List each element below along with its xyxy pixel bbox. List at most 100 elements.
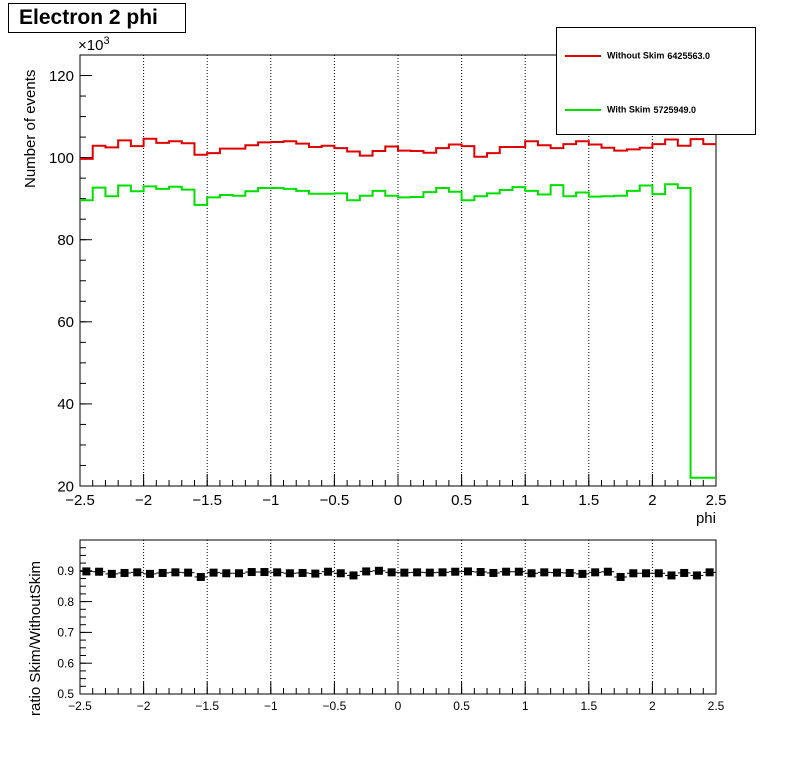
upper-y-tick-label: 100 xyxy=(49,150,74,167)
upper-x-tick-labels: −2.5 −2 −1.5 −1 −0.5 0 0.5 1 1.5 2 2.5 xyxy=(65,492,726,509)
upper-x-tick-label: 2 xyxy=(648,492,656,509)
ratio-point xyxy=(680,568,689,577)
ratio-point xyxy=(298,568,307,577)
upper-x-tick-label: −0.5 xyxy=(320,492,350,509)
ratio-point xyxy=(145,569,154,578)
legend-count-with-skim: 5725949.0 xyxy=(653,104,696,115)
ratio-grid xyxy=(143,540,653,694)
ratio-point xyxy=(527,569,536,578)
ratio-point xyxy=(463,567,472,576)
y-multiplier: ×103 xyxy=(78,35,110,54)
legend-entry-with-skim: With Skim 5725949.0 xyxy=(565,102,696,116)
ratio-point xyxy=(629,569,638,578)
ratio-point xyxy=(692,571,701,580)
upper-x-axis-label: phi xyxy=(696,510,716,527)
ratio-y-tick-label: 0.6 xyxy=(57,656,74,670)
ratio-y-tick-labels: 0.5 0.6 0.7 0.8 0.9 xyxy=(57,564,74,701)
legend-swatch-without-skim xyxy=(565,54,601,57)
upper-x-tick-label: −1 xyxy=(262,492,279,509)
upper-x-tick-label: −2 xyxy=(135,492,152,509)
upper-x-tick-label: −2.5 xyxy=(65,492,95,509)
ratio-point xyxy=(705,568,714,577)
ratio-point xyxy=(95,567,104,576)
ratio-point xyxy=(260,568,269,577)
ratio-point xyxy=(107,569,116,578)
ratio-point xyxy=(196,572,205,581)
upper-y-tick-label: 60 xyxy=(57,314,74,331)
ratio-x-tick-label: −2 xyxy=(137,699,151,713)
ratio-point xyxy=(120,568,129,577)
ratio-point xyxy=(273,568,282,577)
ratio-x-tick-label: 1.5 xyxy=(580,699,597,713)
ratio-series xyxy=(80,566,716,581)
ratio-point xyxy=(489,568,498,577)
ratio-point xyxy=(171,568,180,577)
ratio-point xyxy=(336,569,345,578)
ratio-point xyxy=(578,569,587,578)
ratio-point xyxy=(540,568,549,577)
ratio-point xyxy=(514,567,523,576)
upper-y-tick-label: 20 xyxy=(57,478,74,495)
ratio-point xyxy=(425,568,434,577)
ratio-x-tick-label: 2.5 xyxy=(708,699,725,713)
upper-y-tick-label: 80 xyxy=(57,232,74,249)
ratio-ticks xyxy=(79,539,717,695)
ratio-point xyxy=(451,567,460,576)
ratio-y-tick-label: 0.7 xyxy=(57,626,74,640)
ratio-plot-frame xyxy=(79,539,717,695)
ratio-point xyxy=(133,568,142,577)
ratio-point xyxy=(553,568,561,577)
ratio-point xyxy=(654,569,663,578)
ratio-point xyxy=(400,568,409,577)
ratio-x-tick-label: −0.5 xyxy=(323,699,347,713)
ratio-x-tick-label: −1.5 xyxy=(195,699,219,713)
ratio-point xyxy=(438,568,447,577)
ratio-point xyxy=(349,571,358,580)
ratio-point xyxy=(311,569,320,578)
ratio-y-tick-label: 0.8 xyxy=(57,595,74,609)
upper-y-axis-label: Number of events xyxy=(22,70,39,188)
upper-y-tick-labels: 20 40 60 80 100 120 xyxy=(49,68,74,495)
ratio-x-tick-label: 1 xyxy=(522,699,529,713)
upper-x-tick-label: 0 xyxy=(394,492,402,509)
upper-x-tick-label: 2.5 xyxy=(706,492,727,509)
ratio-point xyxy=(285,569,294,578)
chart-title: Electron 2 phi xyxy=(8,3,186,33)
legend-count-without-skim: 6425563.0 xyxy=(667,50,710,61)
ratio-point xyxy=(565,568,574,577)
legend-label-without-skim: Without Skim xyxy=(607,50,665,61)
upper-x-tick-label: −1.5 xyxy=(192,492,222,509)
ratio-x-tick-label: 0 xyxy=(395,699,402,713)
ratio-point xyxy=(222,569,231,578)
ratio-point xyxy=(591,568,600,577)
legend: Without Skim 6425563.0 With Skim 5725949.0 xyxy=(556,27,756,135)
ratio-point xyxy=(247,568,256,577)
ratio-point xyxy=(324,567,333,576)
ratio-point xyxy=(184,568,193,577)
ratio-x-tick-label: 2 xyxy=(649,699,656,713)
ratio-x-tick-labels: −2.5 −2 −1.5 −1 −0.5 0 0.5 1 1.5 2 2.5 xyxy=(68,699,725,713)
ratio-point xyxy=(616,572,625,581)
ratio-point xyxy=(387,568,396,577)
ratio-point xyxy=(413,568,422,577)
ratio-point xyxy=(667,571,676,580)
ratio-point xyxy=(158,568,167,577)
ratio-point xyxy=(476,568,485,577)
upper-series xyxy=(80,137,716,479)
ratio-point xyxy=(82,567,91,576)
upper-x-tick-label: 1 xyxy=(521,492,529,509)
chart-title-text: Electron 2 phi xyxy=(19,6,158,29)
ratio-point xyxy=(374,566,383,575)
ratio-point xyxy=(642,569,651,578)
ratio-y-tick-label: 0.9 xyxy=(57,564,74,578)
ratio-x-tick-label: 0.5 xyxy=(453,699,470,713)
ratio-point xyxy=(362,567,371,576)
series-line-with-skim xyxy=(80,183,716,479)
ratio-point xyxy=(235,569,243,578)
upper-y-tick-label: 40 xyxy=(57,396,74,413)
legend-label-with-skim: With Skim xyxy=(607,104,651,115)
ratio-y-axis-label: ratio Skim/WithoutSkim xyxy=(27,561,44,716)
y-multiplier-base: ×10 xyxy=(78,37,103,54)
upper-y-tick-label: 120 xyxy=(49,68,74,85)
